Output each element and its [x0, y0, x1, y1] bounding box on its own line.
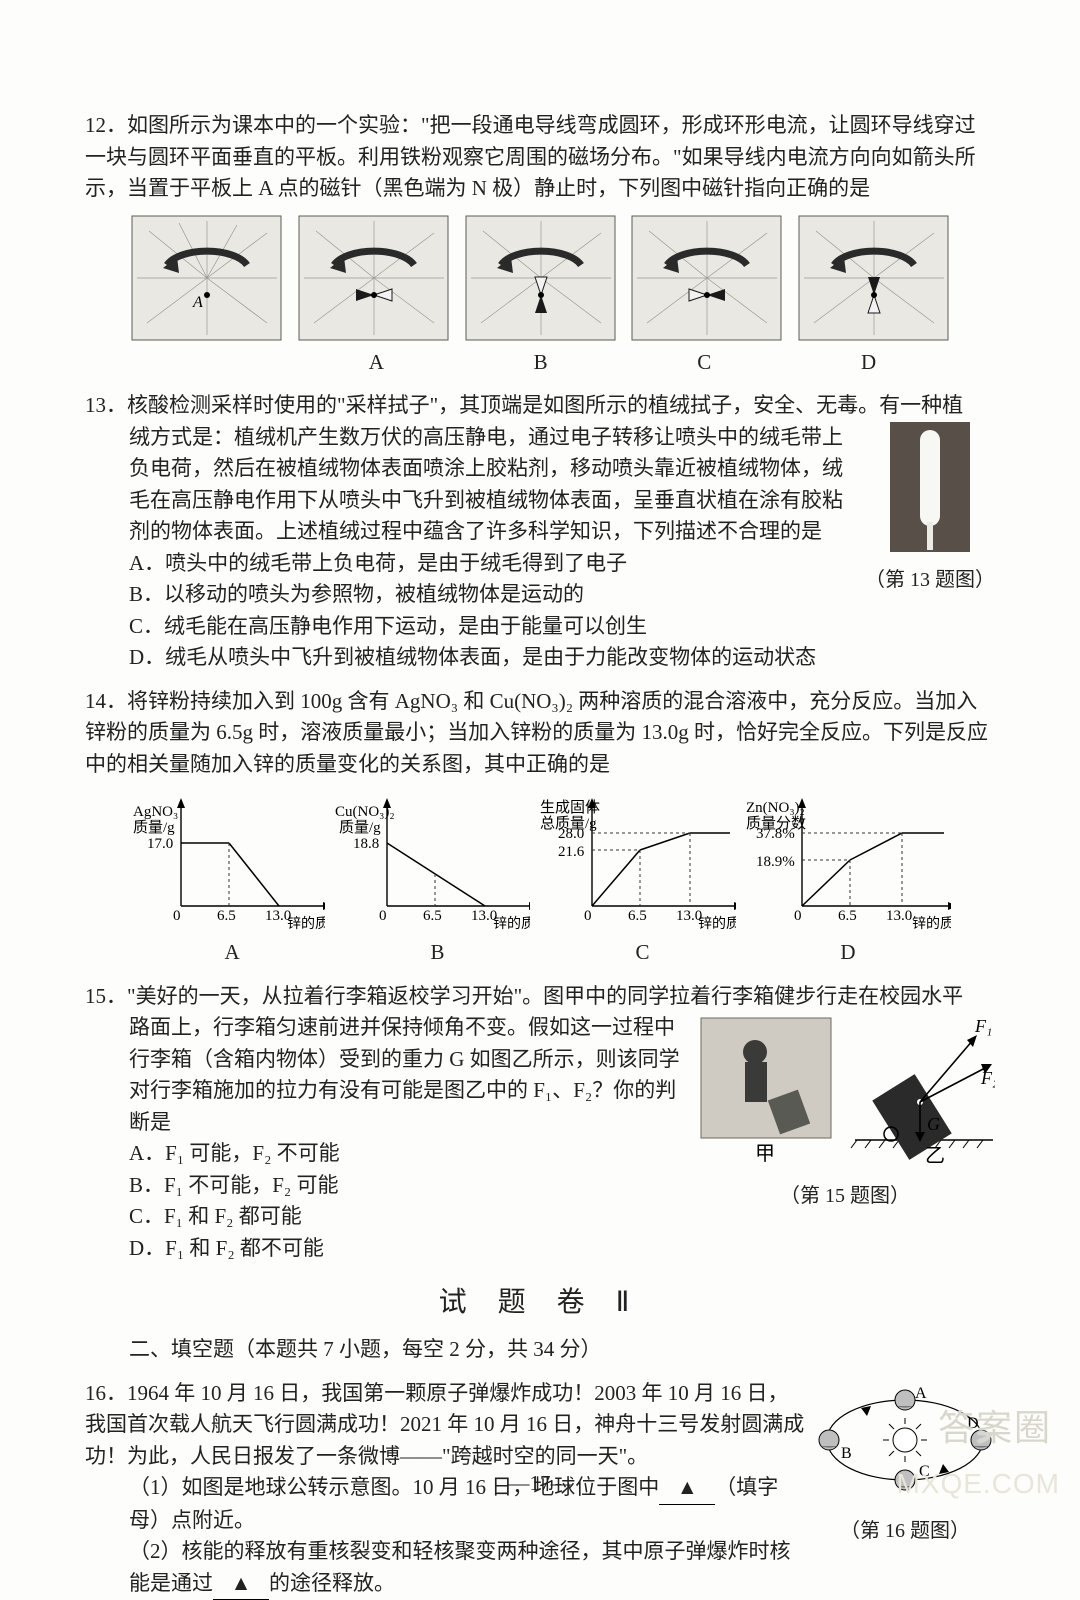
q12-fig-a: [296, 213, 451, 343]
svg-text:37.8%: 37.8%: [756, 826, 795, 842]
svg-text:F₂: F₂: [980, 1068, 995, 1088]
svg-text:F₁: F₁: [974, 1016, 992, 1036]
q14-chart-a: AgNO₃质量/g 17.0 0 6.5 13.0 锌的质量/g: [129, 788, 325, 933]
svg-text:AgNO₃: AgNO₃: [133, 804, 178, 820]
q16-num: 16．: [85, 1381, 127, 1405]
q12-label-d: D: [861, 347, 876, 379]
svg-text:6.5: 6.5: [838, 908, 857, 924]
q15-svg: F₁ F₂ G 甲 乙: [695, 1012, 995, 1167]
q13-text1: 核酸检测采样时使用的"采样拭子"，其顶端是如图所示的植绒拭子，安全、无毒。有一种…: [127, 393, 963, 417]
svg-text:6.5: 6.5: [628, 908, 647, 924]
q15-fig: F₁ F₂ G 甲 乙 （第 15 题图）: [695, 1012, 995, 1211]
svg-text:21.6: 21.6: [558, 844, 585, 860]
svg-text:0: 0: [584, 908, 592, 924]
svg-text:17.0: 17.0: [147, 836, 173, 852]
q15-cap: （第 15 题图）: [695, 1181, 995, 1211]
q14-labels: A B C D: [129, 937, 951, 969]
q13-opt-a: A．喷头中的绒毛带上负电荷，是由于绒毛得到了电子: [85, 548, 995, 580]
q14-charts: AgNO₃质量/g 17.0 0 6.5 13.0 锌的质量/g Cu(NO₃)…: [129, 788, 951, 933]
svg-text:Cu(NO₃)₂: Cu(NO₃)₂: [335, 804, 395, 820]
svg-text:13.0: 13.0: [886, 908, 912, 924]
q13-opt-c: C．绒毛能在高压静电作用下运动，是由于能量可以创生: [85, 611, 995, 643]
svg-text:锌的质量/g: 锌的质量/g: [493, 916, 531, 932]
q13-fig: （第 13 题图）: [865, 422, 995, 596]
svg-text:锌的质量/g: 锌的质量/g: [287, 916, 325, 932]
svg-text:0: 0: [173, 908, 181, 924]
q12-fig-d: [796, 213, 951, 343]
q15-opt-d: D．F₁ 和 F₂ 都不可能: [85, 1233, 995, 1265]
q13-cap: （第 13 题图）: [865, 565, 995, 595]
q16-blank2: ▲: [213, 1568, 269, 1600]
fill-intro: 二、填空题（本题共 7 小题，每空 2 分，共 34 分）: [85, 1334, 995, 1366]
svg-text:0: 0: [379, 908, 387, 924]
q13-opt-d: D．绒毛从喷头中飞升到被植绒物体表面，是由于力能改变物体的运动状态: [85, 642, 995, 674]
svg-text:乙: 乙: [925, 1145, 945, 1167]
q12-figs: A: [129, 213, 951, 343]
svg-text:18.8: 18.8: [353, 836, 379, 852]
q12-label-c: C: [697, 347, 711, 379]
q14: 14．将锌粉持续加入到 100g 含有 AgNO₃ 和 Cu(NO₃)₂ 两种溶…: [85, 686, 995, 969]
svg-text:锌的质量/g: 锌的质量/g: [698, 916, 736, 932]
q12-label-b: B: [534, 347, 548, 379]
q12-text: 如图所示为课本中的一个实验："把一段通电导线弯成圆环，形成环形电流，让圆环导线穿…: [85, 113, 976, 200]
q14-label-b: B: [431, 937, 445, 969]
q14-chart-d: Zn(NO₃)₂质量分数 37.8% 18.9% 0 6.5 13.0 锌的质量…: [746, 788, 951, 933]
q14-label-c: C: [635, 937, 649, 969]
q13: 13．核酸检测采样时使用的"采样拭子"，其顶端是如图所示的植绒拭子，安全、无毒。…: [85, 390, 995, 674]
q15-num: 15．: [85, 984, 127, 1008]
q13-num: 13．: [85, 393, 127, 417]
svg-text:0: 0: [794, 908, 802, 924]
svg-text:G: G: [927, 1114, 940, 1134]
q14-label-d: D: [840, 937, 855, 969]
q14-label-a: A: [224, 937, 239, 969]
q12-fig-b: [463, 213, 618, 343]
q14-chart-c: 生成固体总质量/g 28.0 21.6 0 6.5 13.0 锌的质量/g: [540, 788, 736, 933]
watermark-2: MXQE.COM: [896, 1463, 1060, 1505]
svg-text:锌的质量/g: 锌的质量/g: [912, 916, 951, 932]
q12-fig-c: [629, 213, 784, 343]
svg-text:28.0: 28.0: [558, 826, 584, 842]
q12-num: 12．: [85, 113, 127, 137]
q12-fig-base: A: [129, 213, 284, 343]
q16-sub2b: 的途径释放。: [269, 1571, 395, 1595]
q13-opt-b: B．以移动的喷头为参照物，被植绒物体是运动的: [85, 579, 995, 611]
q12-label-a: A: [369, 347, 384, 379]
q15-text1: "美好的一天，从拉着行李箱返校学习开始"。图甲中的同学拉着行李箱健步行走在校园水…: [127, 984, 963, 1008]
svg-text:B: B: [841, 1445, 852, 1462]
q15: 15．"美好的一天，从拉着行李箱返校学习开始"。图甲中的同学拉着行李箱健步行走在…: [85, 981, 995, 1265]
q12: 12．如图所示为课本中的一个实验："把一段通电导线弯成圆环，形成环形电流，让圆环…: [85, 110, 995, 378]
svg-text:生成固体: 生成固体: [540, 799, 600, 816]
svg-text:6.5: 6.5: [217, 908, 236, 924]
q14-num: 14．: [85, 689, 127, 713]
svg-text:18.9%: 18.9%: [756, 854, 795, 870]
q13-text2: 绒方式是：植绒机产生数万伏的高压静电，通过电子转移让喷头中的绒毛带上负电荷，然后…: [85, 422, 995, 548]
svg-text:A: A: [192, 294, 203, 311]
svg-text:6.5: 6.5: [423, 908, 442, 924]
svg-text:质量/g: 质量/g: [339, 819, 381, 836]
svg-text:Zn(NO₃)₂: Zn(NO₃)₂: [746, 800, 805, 816]
q16-cap: （第 16 题图）: [815, 1516, 995, 1546]
section-2-title: 试 题 卷 Ⅱ: [85, 1282, 995, 1324]
svg-text:A: A: [915, 1385, 927, 1402]
q12-labels: X A B C D: [129, 347, 951, 379]
svg-text:甲: 甲: [755, 1143, 775, 1165]
q14-chart-b: Cu(NO₃)₂质量/g 18.8 0 6.5 13.0 锌的质量/g: [335, 788, 531, 933]
swab-icon: [890, 422, 970, 552]
watermark-1: 答案圈: [938, 1401, 1052, 1455]
q16-text1: 1964 年 10 月 16 日，我国第一颗原子弹爆炸成功！2003 年 10 …: [85, 1381, 804, 1468]
svg-text:质量/g: 质量/g: [133, 819, 175, 836]
q14-text: 将锌粉持续加入到 100g 含有 AgNO₃ 和 Cu(NO₃)₂ 两种溶质的混…: [85, 689, 988, 776]
